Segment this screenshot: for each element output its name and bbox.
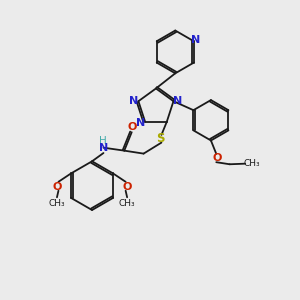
- Text: N: N: [136, 118, 146, 128]
- Text: O: O: [212, 153, 222, 163]
- Text: S: S: [157, 132, 165, 145]
- Text: CH₃: CH₃: [49, 199, 65, 208]
- Text: N: N: [191, 35, 200, 45]
- Text: H: H: [99, 136, 107, 146]
- Text: N: N: [129, 96, 139, 106]
- Text: O: O: [122, 182, 131, 192]
- Text: CH₃: CH₃: [119, 199, 135, 208]
- Text: CH₃: CH₃: [243, 159, 260, 168]
- Text: O: O: [52, 182, 62, 192]
- Text: O: O: [128, 122, 137, 132]
- Text: N: N: [173, 96, 182, 106]
- Text: N: N: [98, 143, 108, 153]
